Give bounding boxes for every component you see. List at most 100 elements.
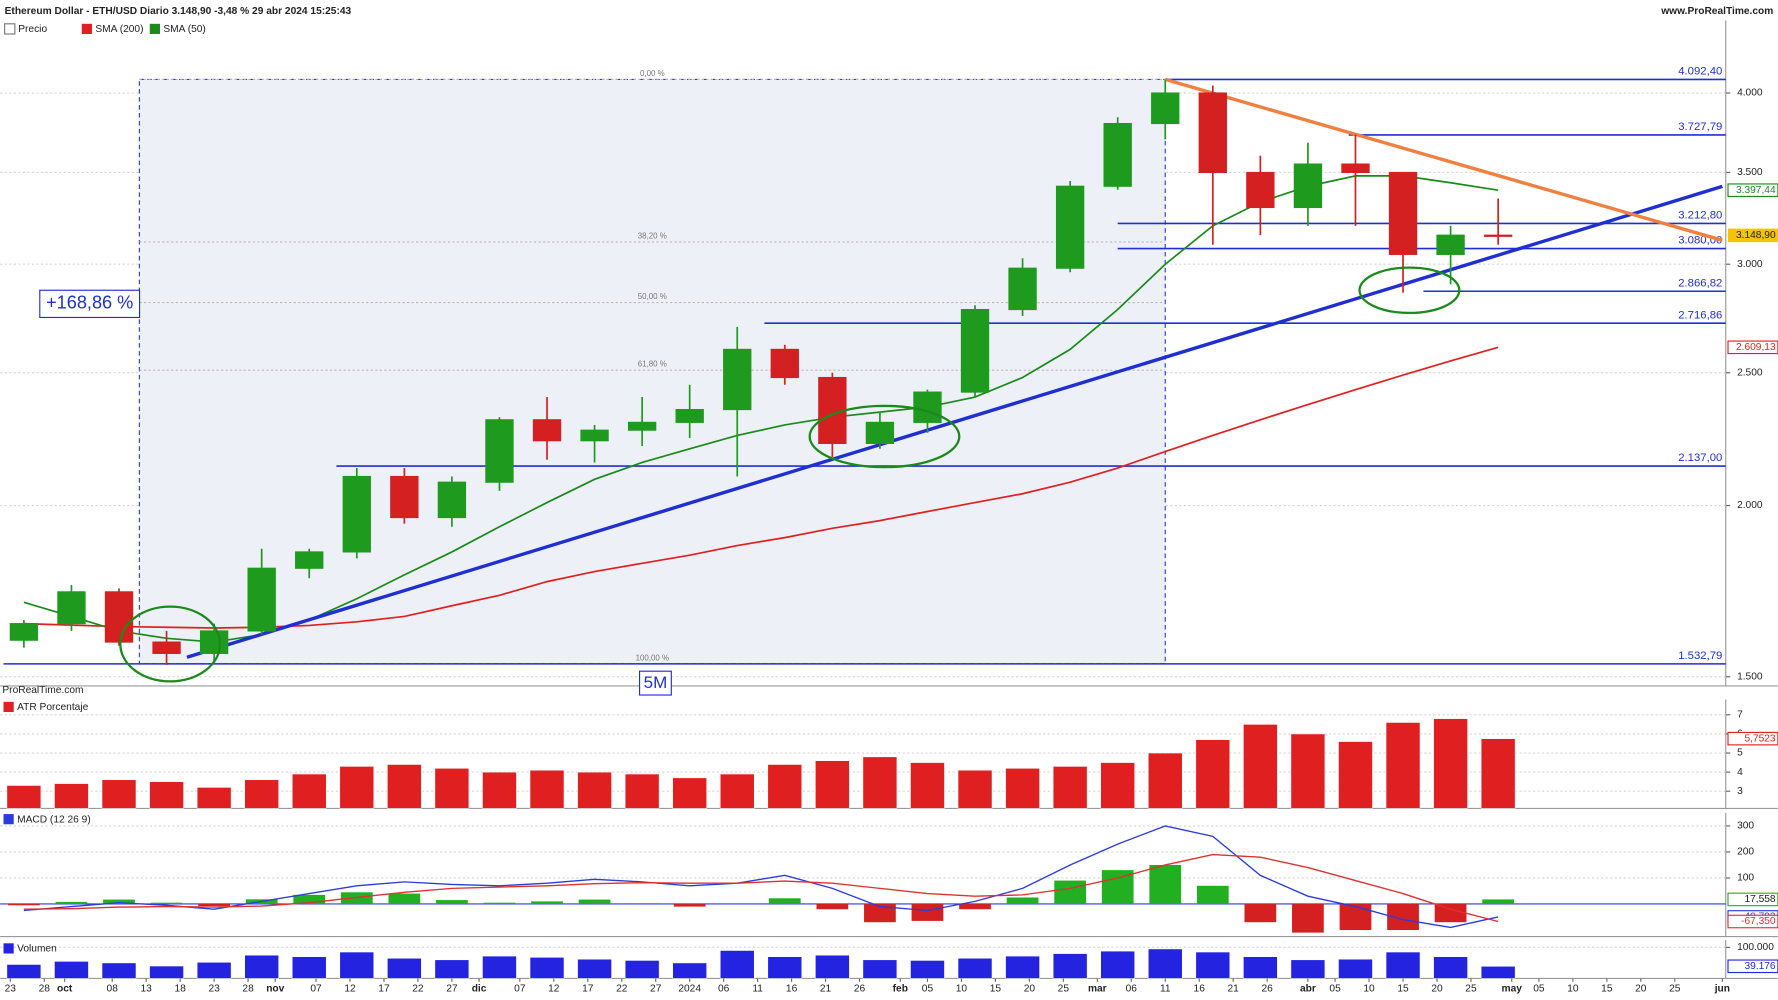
- y-tick-label: 4: [1737, 767, 1743, 778]
- y-tick-label: 200: [1737, 847, 1754, 858]
- annotation: 5M: [644, 673, 668, 692]
- bar: [672, 962, 707, 979]
- bar: [1100, 950, 1135, 979]
- y-tick-label: 5: [1737, 748, 1743, 759]
- bar: [624, 773, 660, 809]
- candle-body: [532, 419, 562, 442]
- bar: [1147, 752, 1183, 809]
- bar: [1433, 956, 1468, 979]
- bar: [1052, 953, 1088, 979]
- candle-body: [1103, 122, 1132, 187]
- x-tick-label: 05: [1329, 983, 1341, 994]
- candle-body: [723, 348, 752, 411]
- histogram-bar: [150, 902, 183, 904]
- panel-title: MACD (12 26 9): [17, 814, 91, 825]
- x-tick-label: abr: [1300, 983, 1316, 994]
- histogram-bar: [911, 903, 944, 921]
- y-tick-label: 1.500: [1737, 671, 1763, 682]
- level-label: 2.866,82: [1678, 277, 1722, 289]
- bar: [1480, 738, 1516, 809]
- x-tick-label: dic: [472, 983, 487, 994]
- highlight-ellipse: [1358, 266, 1461, 315]
- histogram-bar: [293, 894, 326, 904]
- candle-body: [1151, 92, 1180, 125]
- bar: [434, 768, 470, 809]
- x-tick-label: may: [1502, 983, 1523, 994]
- x-tick-label: 06: [1126, 983, 1138, 994]
- bar: [339, 766, 375, 809]
- candle-body: [485, 419, 514, 483]
- bar: [101, 779, 137, 809]
- histogram-bar: [198, 903, 230, 907]
- last-price-box: [1728, 228, 1778, 243]
- x-tick-label: 22: [616, 983, 628, 994]
- plot-layer: 1.500 2.000 2.500 3.000 3.500 4.000 0,00 % 38,2…: [0, 20, 1778, 994]
- panel-title: Volumen: [17, 944, 57, 955]
- bar: [1005, 768, 1040, 809]
- bar: [387, 764, 422, 809]
- annotation: +168,86 %: [46, 293, 133, 313]
- x-tick-label: 22: [412, 983, 424, 994]
- y-tick-label: 3.500: [1737, 167, 1763, 178]
- x-tick-label: 12: [548, 983, 560, 994]
- bar: [196, 787, 232, 809]
- histogram-bar: [1054, 880, 1087, 904]
- candle-body: [1293, 163, 1323, 209]
- histogram-bar: [103, 899, 135, 904]
- candle-body: [390, 475, 419, 519]
- x-tick-label: 25: [1058, 983, 1070, 994]
- histogram-bar: [864, 903, 896, 923]
- y-tick-label: 3.000: [1737, 259, 1763, 270]
- histogram-bar: [388, 893, 421, 904]
- histogram-bar: [531, 901, 563, 904]
- bar: [957, 769, 993, 809]
- highlight-ellipse: [119, 605, 222, 683]
- last-price-label: 3.148,90: [1736, 230, 1776, 241]
- candle-body: [1246, 171, 1275, 209]
- level-label: 4.092,40: [1678, 65, 1722, 77]
- bar: [910, 762, 945, 809]
- bar: [1290, 959, 1326, 979]
- fib-label: 100,00 %: [636, 653, 669, 662]
- x-tick-label: 10: [956, 983, 968, 994]
- bar: [291, 773, 327, 809]
- candle-body: [1198, 92, 1227, 174]
- bar: [1195, 951, 1231, 979]
- x-tick-label: feb: [893, 983, 908, 994]
- bar: [149, 965, 184, 979]
- bar: [54, 783, 89, 809]
- legend-label: SMA (50): [163, 24, 205, 35]
- histogram-bar: [959, 903, 991, 910]
- bar: [6, 785, 42, 809]
- y-tick-label: 100: [1737, 873, 1754, 884]
- x-tick-label: 06: [718, 983, 730, 994]
- histogram-bar: [1196, 885, 1229, 904]
- bar: [291, 956, 327, 979]
- bar: [434, 959, 470, 979]
- bar: [1052, 766, 1088, 809]
- legend-swatch: [81, 23, 92, 35]
- x-tick-label: 20: [1635, 983, 1647, 994]
- x-tick-label: 08: [107, 983, 119, 994]
- bar: [672, 777, 707, 809]
- x-tick-label: 23: [5, 983, 17, 994]
- chart-title: Ethereum Dollar - ETH/USD Diario 3.148,9…: [5, 6, 352, 17]
- x-tick-label: 05: [922, 983, 934, 994]
- x-tick-label: 25: [1669, 983, 1681, 994]
- histogram-bar: [1339, 903, 1372, 931]
- bar: [244, 954, 279, 979]
- level-label: 2.137,00: [1678, 452, 1722, 464]
- x-tick-label: 16: [1194, 983, 1206, 994]
- bar: [957, 957, 993, 979]
- x-tick-label: mar: [1088, 983, 1107, 994]
- x-tick-label: 07: [310, 983, 322, 994]
- level-label: 3.727,79: [1678, 121, 1722, 133]
- legend-label: SMA (200): [95, 24, 143, 35]
- histogram-bar: [8, 903, 40, 906]
- bar: [1100, 762, 1135, 809]
- candle-body: [627, 421, 657, 431]
- y-tick-label: 100.000: [1737, 942, 1774, 953]
- candle-body: [1008, 267, 1037, 311]
- candle-body: [913, 391, 942, 423]
